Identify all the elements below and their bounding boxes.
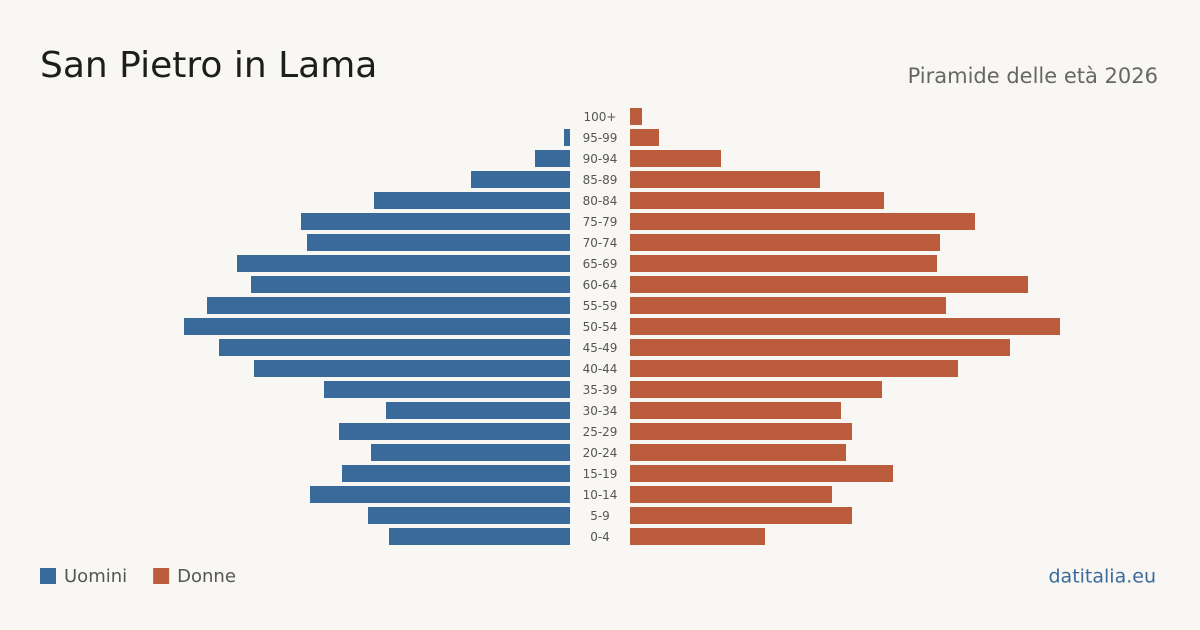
age-label: 80-84 [583,194,618,208]
bar [630,234,940,251]
age-label: 55-59 [583,299,618,313]
bar [219,339,570,356]
source: datitalia.eu [1049,566,1157,588]
bar [184,318,570,335]
age-label: 100+ [584,110,617,124]
bar [630,465,893,482]
age-label: 65-69 [583,257,618,271]
age-label: 35-39 [583,383,618,397]
bar [630,339,1010,356]
bar [630,129,659,146]
age-label: 15-19 [583,467,618,481]
age-label: 45-49 [583,341,618,355]
age-label: 95-99 [583,131,618,145]
chart-title: San Pietro in Lama [40,45,377,86]
bar [310,486,570,503]
bar [630,150,721,167]
bar [630,423,852,440]
legend-swatch [40,568,56,584]
bar [630,297,946,314]
legend-label: Donne [177,566,236,587]
age-label: 10-14 [583,488,618,502]
bar [389,528,570,545]
legend-swatch [153,568,170,584]
bar [254,360,570,377]
bar [207,297,570,314]
age-label: 0-4 [590,530,610,544]
bar [251,276,570,293]
bar [630,108,642,125]
bar [339,423,570,440]
bar [301,213,570,230]
age-label: 5-9 [590,509,610,523]
bar [535,150,570,167]
bar [386,402,570,419]
bar [630,360,958,377]
bar [374,192,570,209]
bar [471,171,570,188]
legend-label: Uomini [64,566,127,587]
age-label: 75-79 [583,215,618,229]
bar [630,528,765,545]
bar [630,276,1028,293]
bar [630,213,975,230]
bar [564,129,570,146]
bar [237,255,570,272]
bar [630,444,846,461]
bar [630,402,841,419]
age-label: 25-29 [583,425,618,439]
bar [630,318,1060,335]
age-label: 40-44 [583,362,618,376]
bar [630,192,884,209]
age-label: 85-89 [583,173,618,187]
age-label: 60-64 [583,278,618,292]
bar [630,381,882,398]
bar [368,507,570,524]
age-label: 30-34 [583,404,618,418]
age-label: 70-74 [583,236,618,250]
bar [630,255,937,272]
age-label: 50-54 [583,320,618,334]
age-label: 20-24 [583,446,618,460]
bar [371,444,570,461]
age-label: 90-94 [583,152,618,166]
bar [307,234,570,251]
bar [630,486,832,503]
bar [630,171,820,188]
bar [630,507,852,524]
chart-subtitle: Piramide delle età 2026 [908,64,1158,88]
bar [324,381,570,398]
bar [342,465,570,482]
